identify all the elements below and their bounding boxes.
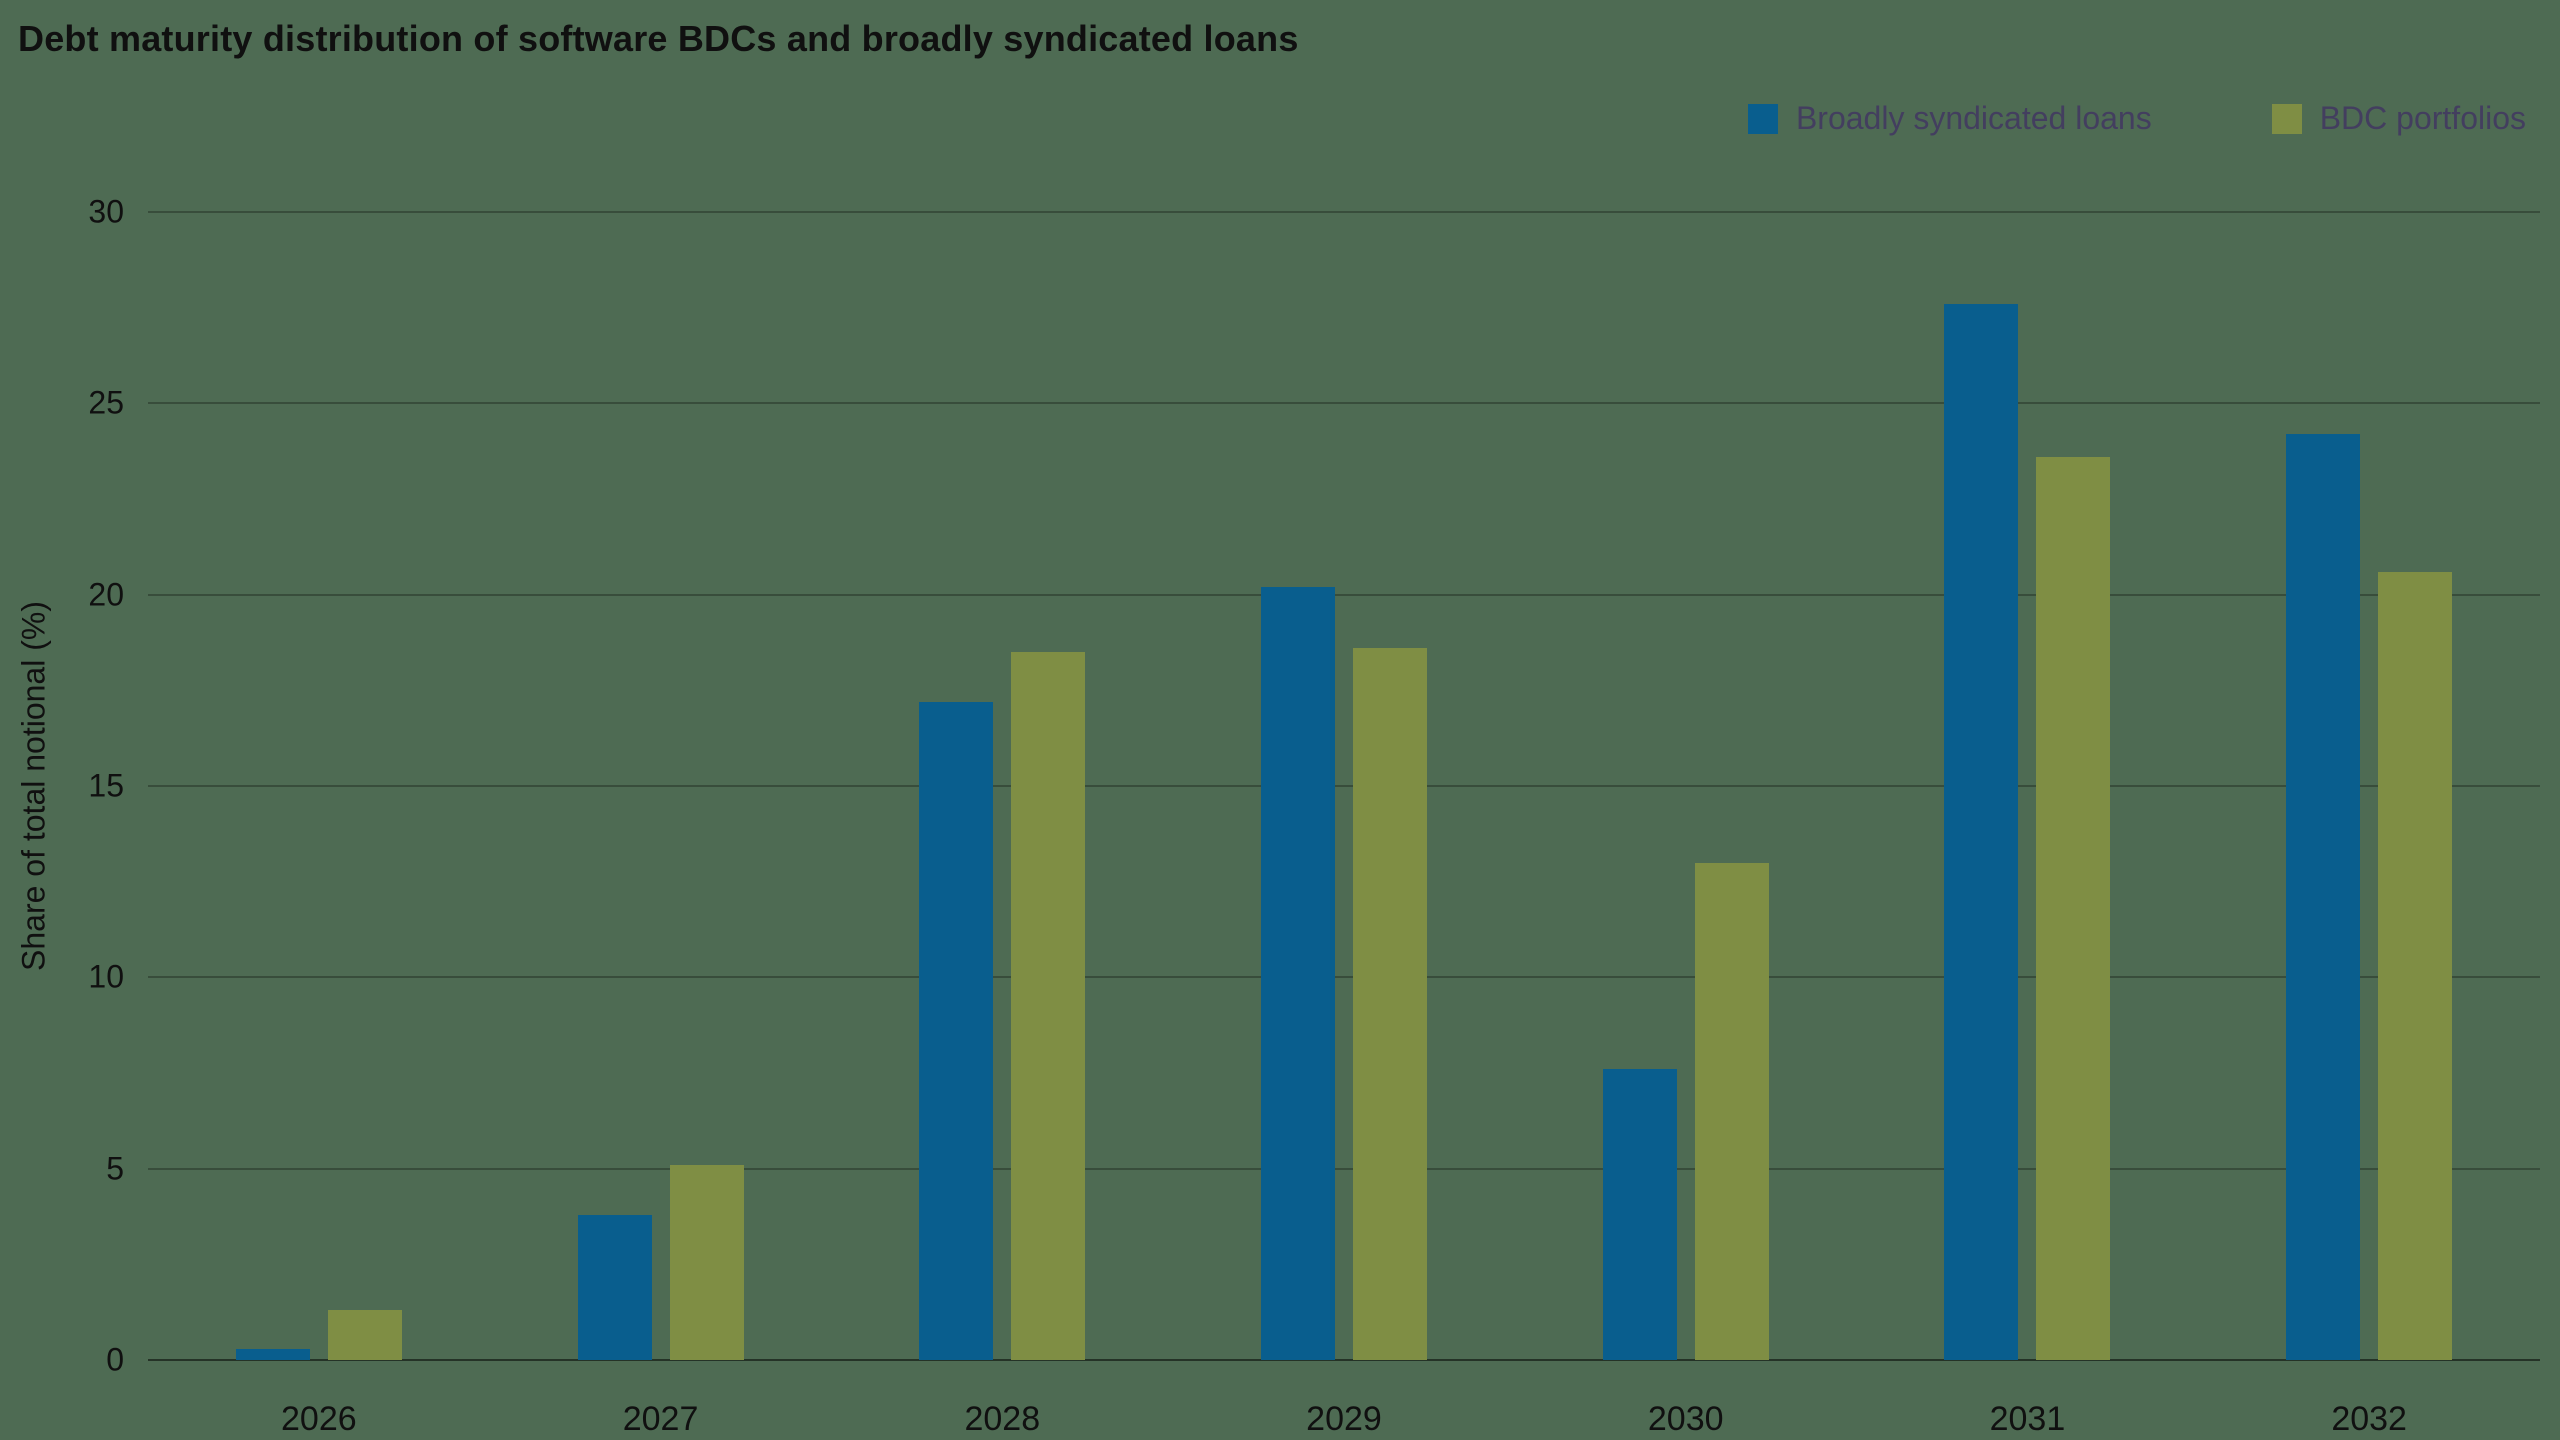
bar-bdc-portfolios-2032 (2378, 571, 2453, 1360)
y-tick-label: 20 (88, 576, 124, 613)
x-tick-label: 2031 (1989, 1400, 2066, 1438)
legend-item: BDC portfolios (2271, 100, 2526, 137)
x-tick-label: 2030 (1647, 1400, 1724, 1438)
gridline (148, 211, 2540, 213)
legend: Broadly syndicated loans BDC portfolios (1747, 100, 2526, 137)
bar-broadly-syndicated-loans-2028 (919, 701, 994, 1360)
legend-label: Broadly syndicated loans (1795, 100, 2152, 136)
x-tick-label: 2032 (2331, 1400, 2407, 1438)
x-tick-label: 2027 (622, 1400, 699, 1438)
y-tick-label: 15 (88, 767, 124, 804)
legend-label: BDC portfolios (2319, 100, 2526, 136)
plot-area: 0 5 10 15 20 25 30 2026 2027 2028 2029 2030 2031 2032 (88, 194, 2540, 1438)
legend-item: Broadly syndicated loans (1747, 100, 2152, 137)
bar-bdc-portfolios-2028 (1011, 652, 1086, 1360)
bar-broadly-syndicated-loans-2031 (1944, 303, 2019, 1360)
y-tick-label: 30 (88, 193, 124, 230)
gridline (148, 1167, 2540, 1170)
y-tick-label: 5 (106, 1150, 124, 1187)
bar-broadly-syndicated-loans-2027 (577, 1214, 652, 1360)
legend-swatch (1747, 103, 1778, 134)
bar-bdc-portfolios-2030 (1694, 862, 1769, 1360)
chart-title: Debt maturity distribution of software B… (18, 18, 1299, 59)
y-axis-title: Share of total notional (%) (15, 601, 52, 971)
gridline (148, 593, 2540, 596)
y-tick-label: 0 (106, 1341, 124, 1378)
x-tick-label: 2028 (964, 1400, 1041, 1438)
bar-bdc-portfolios-2027 (669, 1164, 744, 1360)
bar-broadly-syndicated-loans-2026 (235, 1348, 310, 1360)
bar-bdc-portfolios-2031 (2036, 456, 2111, 1360)
x-tick-label: 2029 (1306, 1400, 1382, 1438)
bar-broadly-syndicated-loans-2030 (1602, 1069, 1677, 1360)
gridline (148, 785, 2540, 787)
y-tick-label: 25 (88, 384, 124, 421)
bar-broadly-syndicated-loans-2032 (2286, 433, 2361, 1360)
gridline (148, 402, 2540, 405)
bar-bdc-portfolios-2029 (1353, 648, 1427, 1360)
legend-swatch (2271, 103, 2302, 134)
gridline (148, 976, 2540, 979)
x-tick-label: 2026 (281, 1400, 357, 1438)
bar-broadly-syndicated-loans-2029 (1261, 587, 1335, 1360)
bar-bdc-portfolios-2026 (327, 1310, 402, 1360)
y-tick-label: 10 (88, 958, 124, 995)
x-axis-line (148, 1359, 2540, 1361)
